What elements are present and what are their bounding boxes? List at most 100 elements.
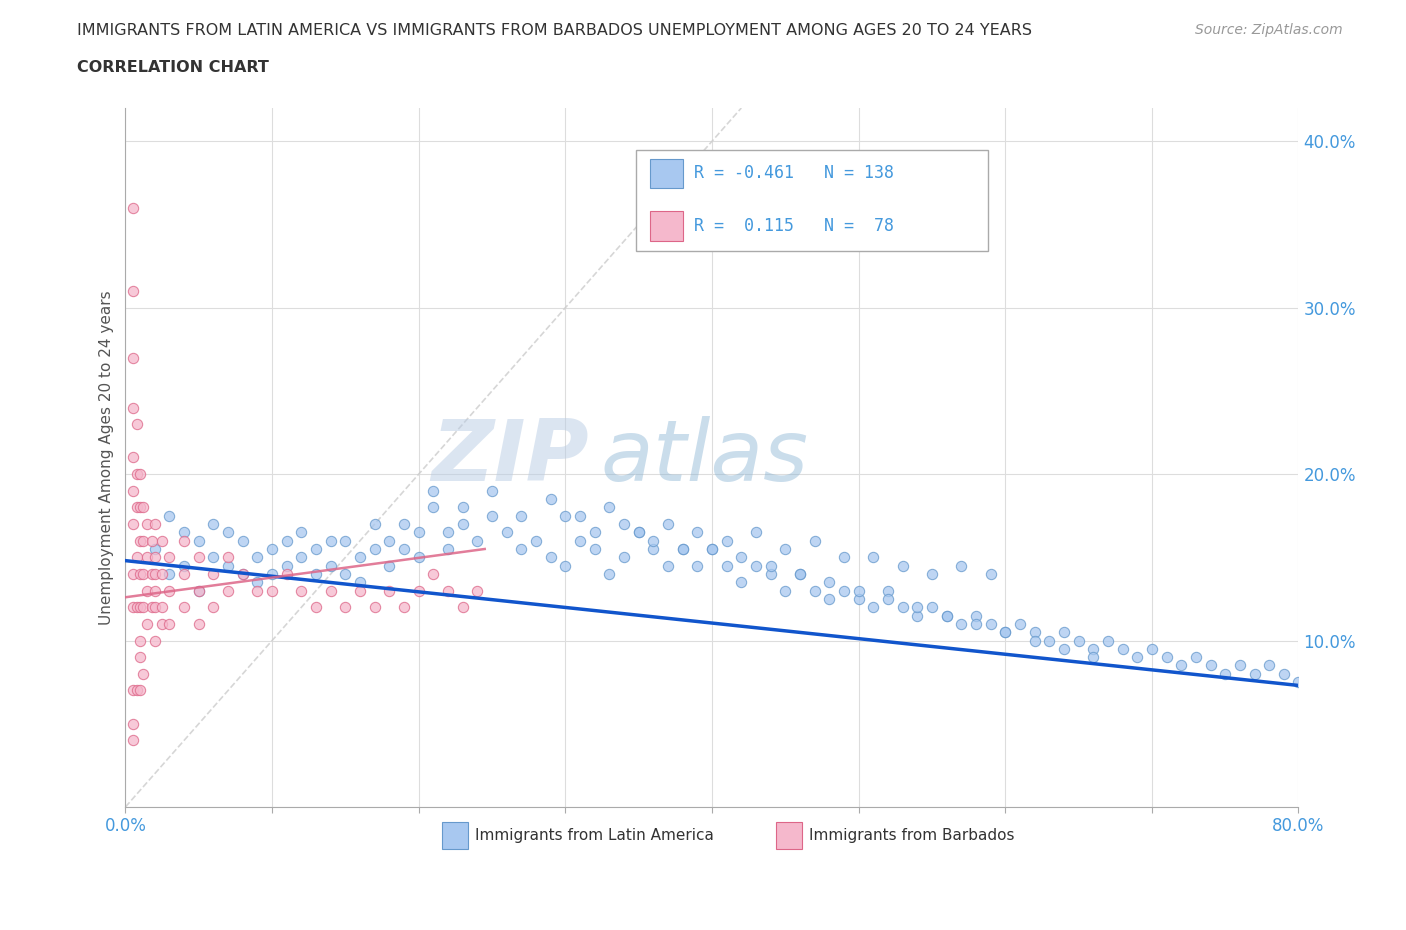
Point: [1083, 650, 1105, 665]
Point: [437, 541, 460, 556]
Point: [467, 533, 489, 548]
Point: [627, 525, 650, 539]
Point: [935, 608, 957, 623]
Point: [202, 566, 225, 581]
Point: [994, 625, 1017, 640]
Point: [187, 583, 209, 598]
Point: [143, 583, 166, 598]
Point: [136, 550, 159, 565]
Text: IMMIGRANTS FROM LATIN AMERICA VS IMMIGRANTS FROM BARBADOS UNEMPLOYMENT AMONG AGE: IMMIGRANTS FROM LATIN AMERICA VS IMMIGRA…: [77, 23, 1032, 38]
Point: [1288, 674, 1310, 689]
Point: [129, 633, 152, 648]
Point: [129, 683, 152, 698]
Point: [305, 566, 328, 581]
Point: [127, 683, 149, 698]
Point: [1272, 667, 1295, 682]
Point: [129, 566, 152, 581]
Point: [1213, 667, 1236, 682]
Point: [700, 541, 723, 556]
Point: [262, 583, 284, 598]
Point: [1126, 650, 1149, 665]
Point: [554, 558, 576, 573]
Point: [686, 558, 709, 573]
Point: [246, 583, 269, 598]
Point: [1258, 658, 1281, 673]
Point: [217, 558, 239, 573]
Point: [262, 566, 284, 581]
Point: [246, 575, 269, 590]
Point: [759, 566, 782, 581]
Point: [141, 566, 163, 581]
Point: [980, 617, 1002, 631]
Point: [789, 566, 811, 581]
Point: [1140, 642, 1163, 657]
Point: [232, 566, 254, 581]
Point: [150, 600, 173, 615]
Point: [818, 591, 841, 606]
Point: [700, 541, 723, 556]
Point: [378, 533, 401, 548]
Point: [187, 550, 209, 565]
Point: [349, 550, 371, 565]
Text: Immigrants from Barbados: Immigrants from Barbados: [810, 828, 1015, 844]
Point: [127, 500, 149, 515]
Point: [965, 608, 987, 623]
Point: [613, 550, 636, 565]
Point: [848, 591, 870, 606]
Point: [408, 525, 430, 539]
Point: [143, 550, 166, 565]
Point: [132, 566, 155, 581]
Point: [129, 500, 152, 515]
Point: [121, 716, 143, 731]
Text: Immigrants from Latin America: Immigrants from Latin America: [475, 828, 714, 844]
Point: [121, 683, 143, 698]
Point: [392, 516, 415, 531]
Point: [246, 550, 269, 565]
Point: [905, 608, 928, 623]
Point: [392, 541, 415, 556]
Point: [1156, 650, 1178, 665]
Point: [775, 541, 797, 556]
FancyBboxPatch shape: [776, 822, 803, 849]
Point: [159, 566, 181, 581]
FancyBboxPatch shape: [441, 822, 468, 849]
Point: [127, 467, 149, 482]
Point: [392, 600, 415, 615]
Point: [1083, 642, 1105, 657]
Point: [121, 600, 143, 615]
Point: [232, 566, 254, 581]
Point: [187, 583, 209, 598]
Point: [364, 516, 387, 531]
Point: [335, 533, 357, 548]
Point: [202, 516, 225, 531]
Point: [129, 467, 152, 482]
Point: [121, 284, 143, 299]
Point: [305, 541, 328, 556]
Point: [121, 566, 143, 581]
Point: [437, 525, 460, 539]
Point: [510, 509, 533, 524]
Text: R = -0.461   N = 138: R = -0.461 N = 138: [695, 164, 894, 182]
Point: [217, 525, 239, 539]
Point: [217, 550, 239, 565]
Point: [540, 550, 562, 565]
Point: [569, 509, 592, 524]
Point: [150, 533, 173, 548]
Point: [121, 484, 143, 498]
Point: [319, 583, 342, 598]
Y-axis label: Unemployment Among Ages 20 to 24 years: Unemployment Among Ages 20 to 24 years: [100, 290, 114, 625]
Text: CORRELATION CHART: CORRELATION CHART: [77, 60, 269, 75]
Point: [150, 566, 173, 581]
Point: [143, 566, 166, 581]
Point: [422, 566, 444, 581]
Point: [745, 525, 768, 539]
Point: [877, 591, 900, 606]
Point: [832, 583, 855, 598]
Point: [643, 541, 665, 556]
Point: [349, 583, 371, 598]
Point: [378, 558, 401, 573]
Point: [657, 516, 679, 531]
Point: [877, 583, 900, 598]
Point: [818, 575, 841, 590]
Point: [150, 617, 173, 631]
